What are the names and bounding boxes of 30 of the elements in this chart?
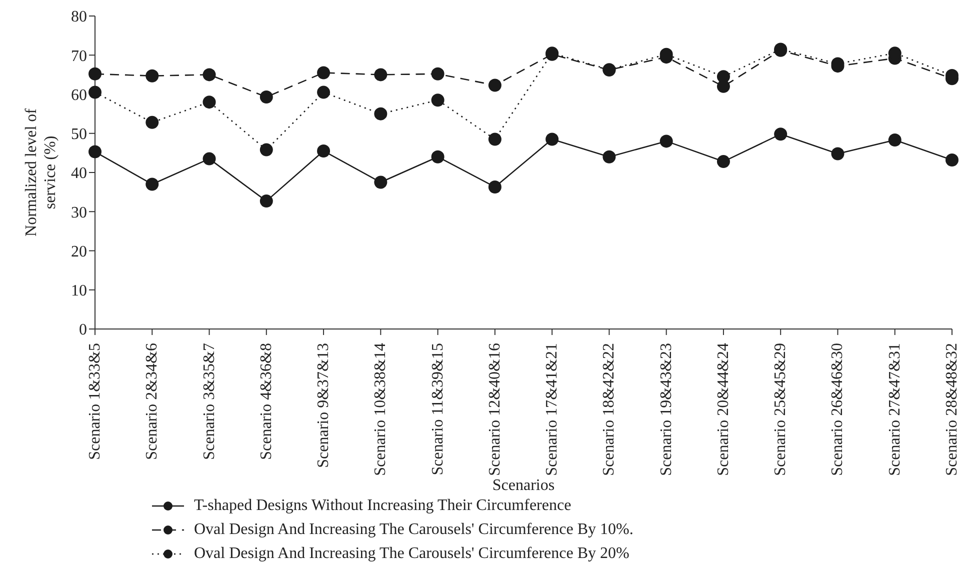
x-tick-label: Scenario 28&48&32	[944, 343, 960, 476]
y-axis-title: Normalized level of service (%)	[23, 108, 59, 236]
y-tick-label: 60	[71, 86, 87, 104]
x-tick-label: Scenario 27&47&31	[886, 343, 904, 476]
y-tick-label: 0	[79, 322, 87, 339]
x-tick-label: Scenario 12&40&16	[486, 343, 504, 476]
x-tick-label: Scenario 3&35&7	[200, 343, 218, 460]
y-tick-label: 80	[71, 8, 87, 26]
x-tick-label: Scenario 11&39&15	[429, 343, 446, 476]
y-tick-label: 70	[71, 48, 87, 65]
x-tick-label: Scenario 18&42&22	[600, 343, 618, 476]
x-axis-title: Scenarios	[492, 477, 555, 494]
y-tick-label: 10	[71, 282, 87, 300]
x-tick-label: Scenario 4&36&8	[258, 343, 275, 460]
y-tick-label: 50	[71, 126, 87, 144]
y-tick-label: 20	[71, 243, 87, 260]
x-tick-label: Scenario 2&34&6	[144, 343, 161, 460]
x-tick-label: Scenario 25&45&29	[772, 343, 790, 476]
x-tick-label: Scenario 20&44&24	[714, 343, 732, 476]
y-tick-label: 40	[71, 165, 87, 182]
x-tick-label: Scenario 10&38&14	[372, 343, 390, 476]
x-tick-label: Scenario 9&37&13	[315, 343, 332, 468]
x-tick-label: Scenario 17&41&21	[544, 343, 561, 476]
x-tick-label: Scenario 1&33&5	[86, 343, 104, 460]
x-tick-label: Scenario 19&43&23	[658, 343, 675, 476]
legend-label: Oval Design And Increasing The Carousels' Circumference By 20%	[194, 545, 630, 563]
legend-label: T-shaped Designs Without Increasing Their Circumference	[194, 497, 572, 515]
y-tick-label: 30	[71, 204, 87, 222]
legend-label: Oval Design And Increasing The Carousels' Circumference By 10%.	[194, 521, 634, 539]
x-tick-label: Scenario 26&46&30	[829, 343, 846, 476]
